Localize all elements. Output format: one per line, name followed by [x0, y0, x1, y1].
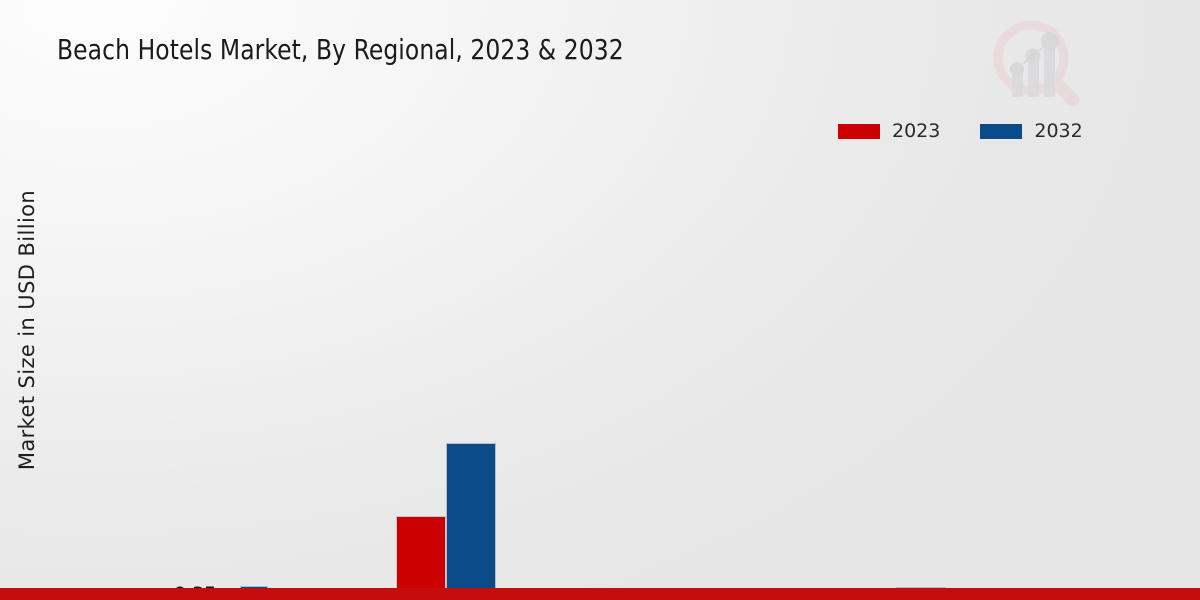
legend-swatch-2023: [838, 123, 880, 139]
legend-label-2023: 2023: [892, 120, 941, 142]
legend-label-2032: 2032: [1034, 120, 1083, 142]
magnifier-bar-chart-logo-watermark: [985, 12, 1085, 108]
bar-group: [786, 300, 1006, 600]
footer-accent-bar: [0, 588, 1200, 600]
bar-group: [336, 300, 556, 600]
y-axis-title: Market Size in USD Billion: [15, 189, 39, 471]
bar-group: [560, 300, 780, 600]
bar-2023[interactable]: [396, 516, 446, 600]
bar-group: 0.35: [106, 300, 326, 600]
chart-legend: 2023 2032: [838, 120, 1083, 142]
legend-item-2032[interactable]: 2032: [980, 120, 1083, 142]
legend-item-2023[interactable]: 2023: [838, 120, 940, 142]
legend-swatch-2032: [980, 123, 1023, 139]
bar-2032[interactable]: [446, 443, 496, 600]
bar-group: [1002, 300, 1200, 600]
chart-title: Beach Hotels Market, By Regional, 2023 &…: [57, 33, 624, 66]
plot-area: 0.35 NORTHAMERICAEUROPESOUTHAMERICAASIAP…: [44, 150, 1200, 600]
bar-pair: [336, 443, 556, 600]
